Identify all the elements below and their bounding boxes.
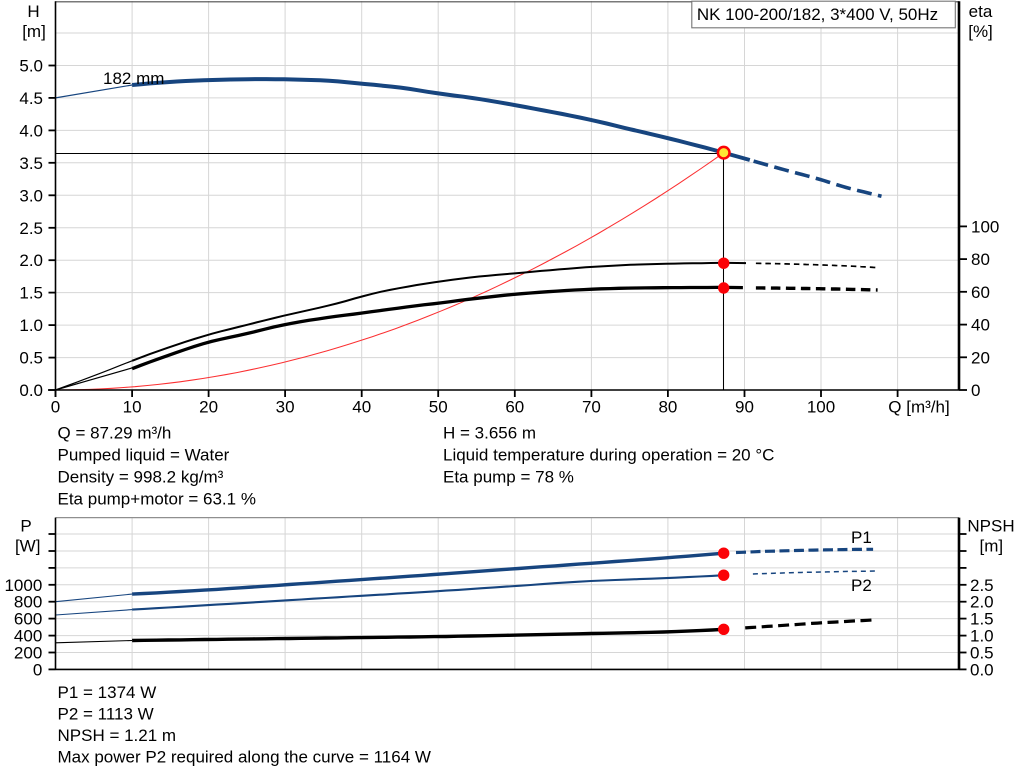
- svg-text:400: 400: [14, 627, 42, 646]
- svg-text:100: 100: [971, 217, 999, 236]
- svg-text:P2 = 1113 W: P2 = 1113 W: [58, 705, 154, 724]
- svg-text:2.5: 2.5: [19, 219, 43, 238]
- svg-text:NK 100-200/182, 3*400 V, 50Hz: NK 100-200/182, 3*400 V, 50Hz: [697, 5, 938, 24]
- svg-text:P2: P2: [851, 576, 872, 595]
- svg-text:Q [m³/h]: Q [m³/h]: [888, 398, 949, 417]
- svg-text:800: 800: [14, 593, 42, 612]
- svg-text:Max power P2 required along th: Max power P2 required along the curve = …: [58, 748, 431, 767]
- svg-text:Pumped liquid = Water: Pumped liquid = Water: [58, 445, 230, 464]
- svg-text:NPSH = 1.21 m: NPSH = 1.21 m: [58, 726, 177, 745]
- svg-text:0.5: 0.5: [19, 349, 43, 368]
- svg-text:5.0: 5.0: [19, 57, 43, 76]
- svg-text:0.0: 0.0: [19, 381, 43, 400]
- svg-text:0: 0: [33, 660, 42, 679]
- svg-text:10: 10: [123, 398, 142, 417]
- svg-text:70: 70: [582, 398, 601, 417]
- svg-text:0: 0: [51, 398, 60, 417]
- svg-text:Eta pump+motor = 63.1 %: Eta pump+motor = 63.1 %: [58, 489, 256, 508]
- svg-text:20: 20: [971, 348, 990, 367]
- svg-text:P1: P1: [851, 528, 872, 547]
- svg-text:182 mm: 182 mm: [103, 69, 164, 88]
- svg-text:50: 50: [429, 398, 448, 417]
- svg-text:P1 = 1374 W: P1 = 1374 W: [58, 683, 157, 702]
- svg-text:2.5: 2.5: [970, 576, 994, 595]
- svg-text:3.0: 3.0: [19, 186, 43, 205]
- svg-text:[%]: [%]: [968, 22, 993, 41]
- svg-text:1.0: 1.0: [19, 316, 43, 335]
- svg-text:200: 200: [14, 644, 42, 663]
- svg-text:2.0: 2.0: [970, 593, 994, 612]
- svg-text:0.0: 0.0: [970, 660, 994, 679]
- svg-text:Q = 87.29 m³/h: Q = 87.29 m³/h: [58, 423, 172, 442]
- svg-text:NPSH: NPSH: [967, 517, 1014, 536]
- svg-text:80: 80: [971, 250, 990, 269]
- svg-text:0.5: 0.5: [970, 644, 994, 663]
- svg-text:Liquid temperature during oper: Liquid temperature during operation = 20…: [443, 445, 774, 464]
- svg-text:0: 0: [971, 381, 980, 400]
- svg-text:4.5: 4.5: [19, 89, 43, 108]
- svg-text:1.5: 1.5: [970, 610, 994, 629]
- svg-text:Density = 998.2 kg/m³: Density = 998.2 kg/m³: [58, 467, 224, 486]
- svg-text:H = 3.656 m: H = 3.656 m: [443, 423, 536, 442]
- svg-text:[m]: [m]: [22, 22, 46, 41]
- svg-text:H: H: [27, 2, 39, 21]
- svg-text:90: 90: [735, 398, 754, 417]
- svg-text:40: 40: [971, 316, 990, 335]
- svg-text:60: 60: [505, 398, 524, 417]
- svg-text:4.0: 4.0: [19, 121, 43, 140]
- svg-text:80: 80: [658, 398, 677, 417]
- svg-text:[m]: [m]: [979, 537, 1003, 556]
- svg-text:20: 20: [199, 398, 218, 417]
- svg-text:30: 30: [276, 398, 295, 417]
- svg-text:1.0: 1.0: [970, 627, 994, 646]
- svg-text:2.0: 2.0: [19, 251, 43, 270]
- svg-text:[W]: [W]: [15, 537, 41, 556]
- svg-text:eta: eta: [969, 2, 993, 21]
- svg-text:600: 600: [14, 610, 42, 629]
- svg-text:Eta pump = 78 %: Eta pump = 78 %: [443, 467, 574, 486]
- svg-text:1.5: 1.5: [19, 284, 43, 303]
- svg-text:P: P: [20, 517, 31, 536]
- svg-text:3.5: 3.5: [19, 154, 43, 173]
- svg-text:1000: 1000: [4, 576, 42, 595]
- svg-text:40: 40: [352, 398, 371, 417]
- svg-text:60: 60: [971, 283, 990, 302]
- svg-text:100: 100: [807, 398, 835, 417]
